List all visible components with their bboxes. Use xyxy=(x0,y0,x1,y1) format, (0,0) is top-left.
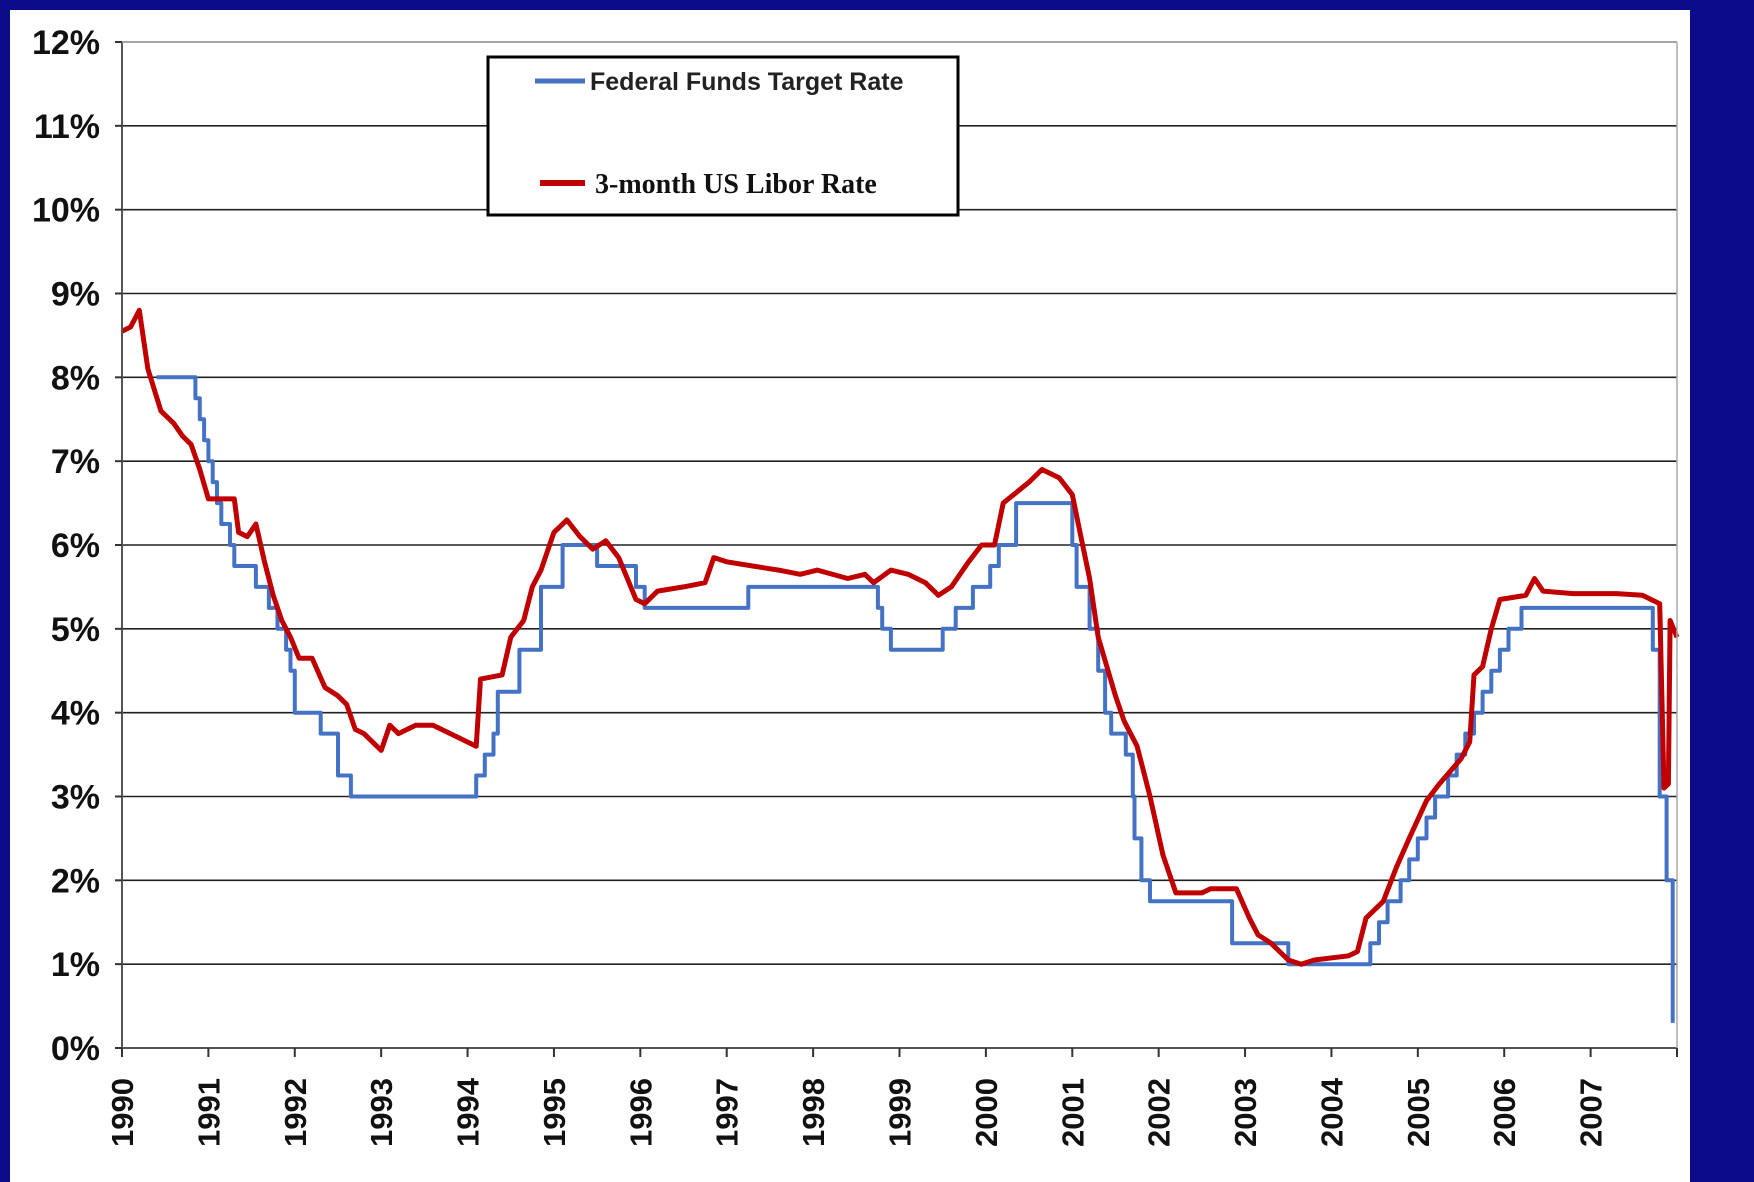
x-tick-label: 1994 xyxy=(451,1077,486,1147)
x-tick-label: 2000 xyxy=(969,1078,1004,1147)
y-tick-label: 6% xyxy=(51,527,100,565)
y-tick-label: 0% xyxy=(51,1030,100,1068)
x-tick-label: 1991 xyxy=(191,1078,226,1147)
axes xyxy=(115,41,1678,1057)
legend-label-libor: 3-month US Libor Rate xyxy=(595,169,877,200)
chart-frame: 0% 1% 2% 3% 4% 5% 6% 7% 8% 9% 10% 11% 12% 1990 1991 19… xyxy=(10,10,1690,1182)
y-tick-label: 2% xyxy=(51,862,100,900)
x-tick-label: 1993 xyxy=(364,1078,399,1147)
x-tick-label: 2002 xyxy=(1142,1078,1177,1147)
x-tick-labels: 1990 1991 1992 1993 1994 1995 1996 1997 1998 1999… xyxy=(105,1077,1609,1147)
legend: Federal Funds Target Rate 3-month US Lib… xyxy=(486,55,960,217)
y-tick-label: 9% xyxy=(51,276,100,314)
series-line-1 xyxy=(120,307,1680,967)
y-tick-label: 4% xyxy=(51,695,100,733)
series-line-0 xyxy=(156,375,1675,1023)
legend-label-federal-funds: Federal Funds Target Rate xyxy=(590,68,904,96)
x-tick-label: 2001 xyxy=(1055,1078,1090,1147)
y-tick-labels: 0% 1% 2% 3% 4% 5% 6% 7% 8% 9% 10% 11% 12% xyxy=(32,24,100,1068)
x-tick-label: 2005 xyxy=(1401,1078,1436,1147)
x-tick-label: 2003 xyxy=(1228,1078,1263,1147)
x-tick-label: 1990 xyxy=(105,1078,140,1147)
x-tick-label: 2006 xyxy=(1487,1078,1522,1147)
x-tick-label: 1992 xyxy=(278,1078,313,1147)
y-tick-label: 7% xyxy=(51,443,100,481)
y-tick-label: 1% xyxy=(51,946,100,984)
x-tick-label: 1996 xyxy=(623,1078,658,1147)
x-tick-label: 1999 xyxy=(883,1078,918,1147)
y-tick-label: 10% xyxy=(32,192,100,230)
y-tick-label: 8% xyxy=(51,359,100,397)
x-tick-label: 2007 xyxy=(1574,1078,1609,1147)
x-tick-label: 2004 xyxy=(1314,1077,1349,1147)
chart: 0%1%2%3%4%5%6%7%8%9%10%11%12% 1990 1991 19… xyxy=(32,24,1680,1147)
y-tick-label: 12% xyxy=(32,24,100,62)
x-tick-label: 1995 xyxy=(537,1078,572,1147)
y-tick-label: 3% xyxy=(51,779,100,817)
x-tick-label: 1997 xyxy=(710,1078,745,1147)
series-lines xyxy=(120,307,1680,1023)
x-tick-label: 1998 xyxy=(796,1078,831,1147)
y-tick-label: 11% xyxy=(34,108,100,146)
y-tick-label: 5% xyxy=(51,611,100,649)
